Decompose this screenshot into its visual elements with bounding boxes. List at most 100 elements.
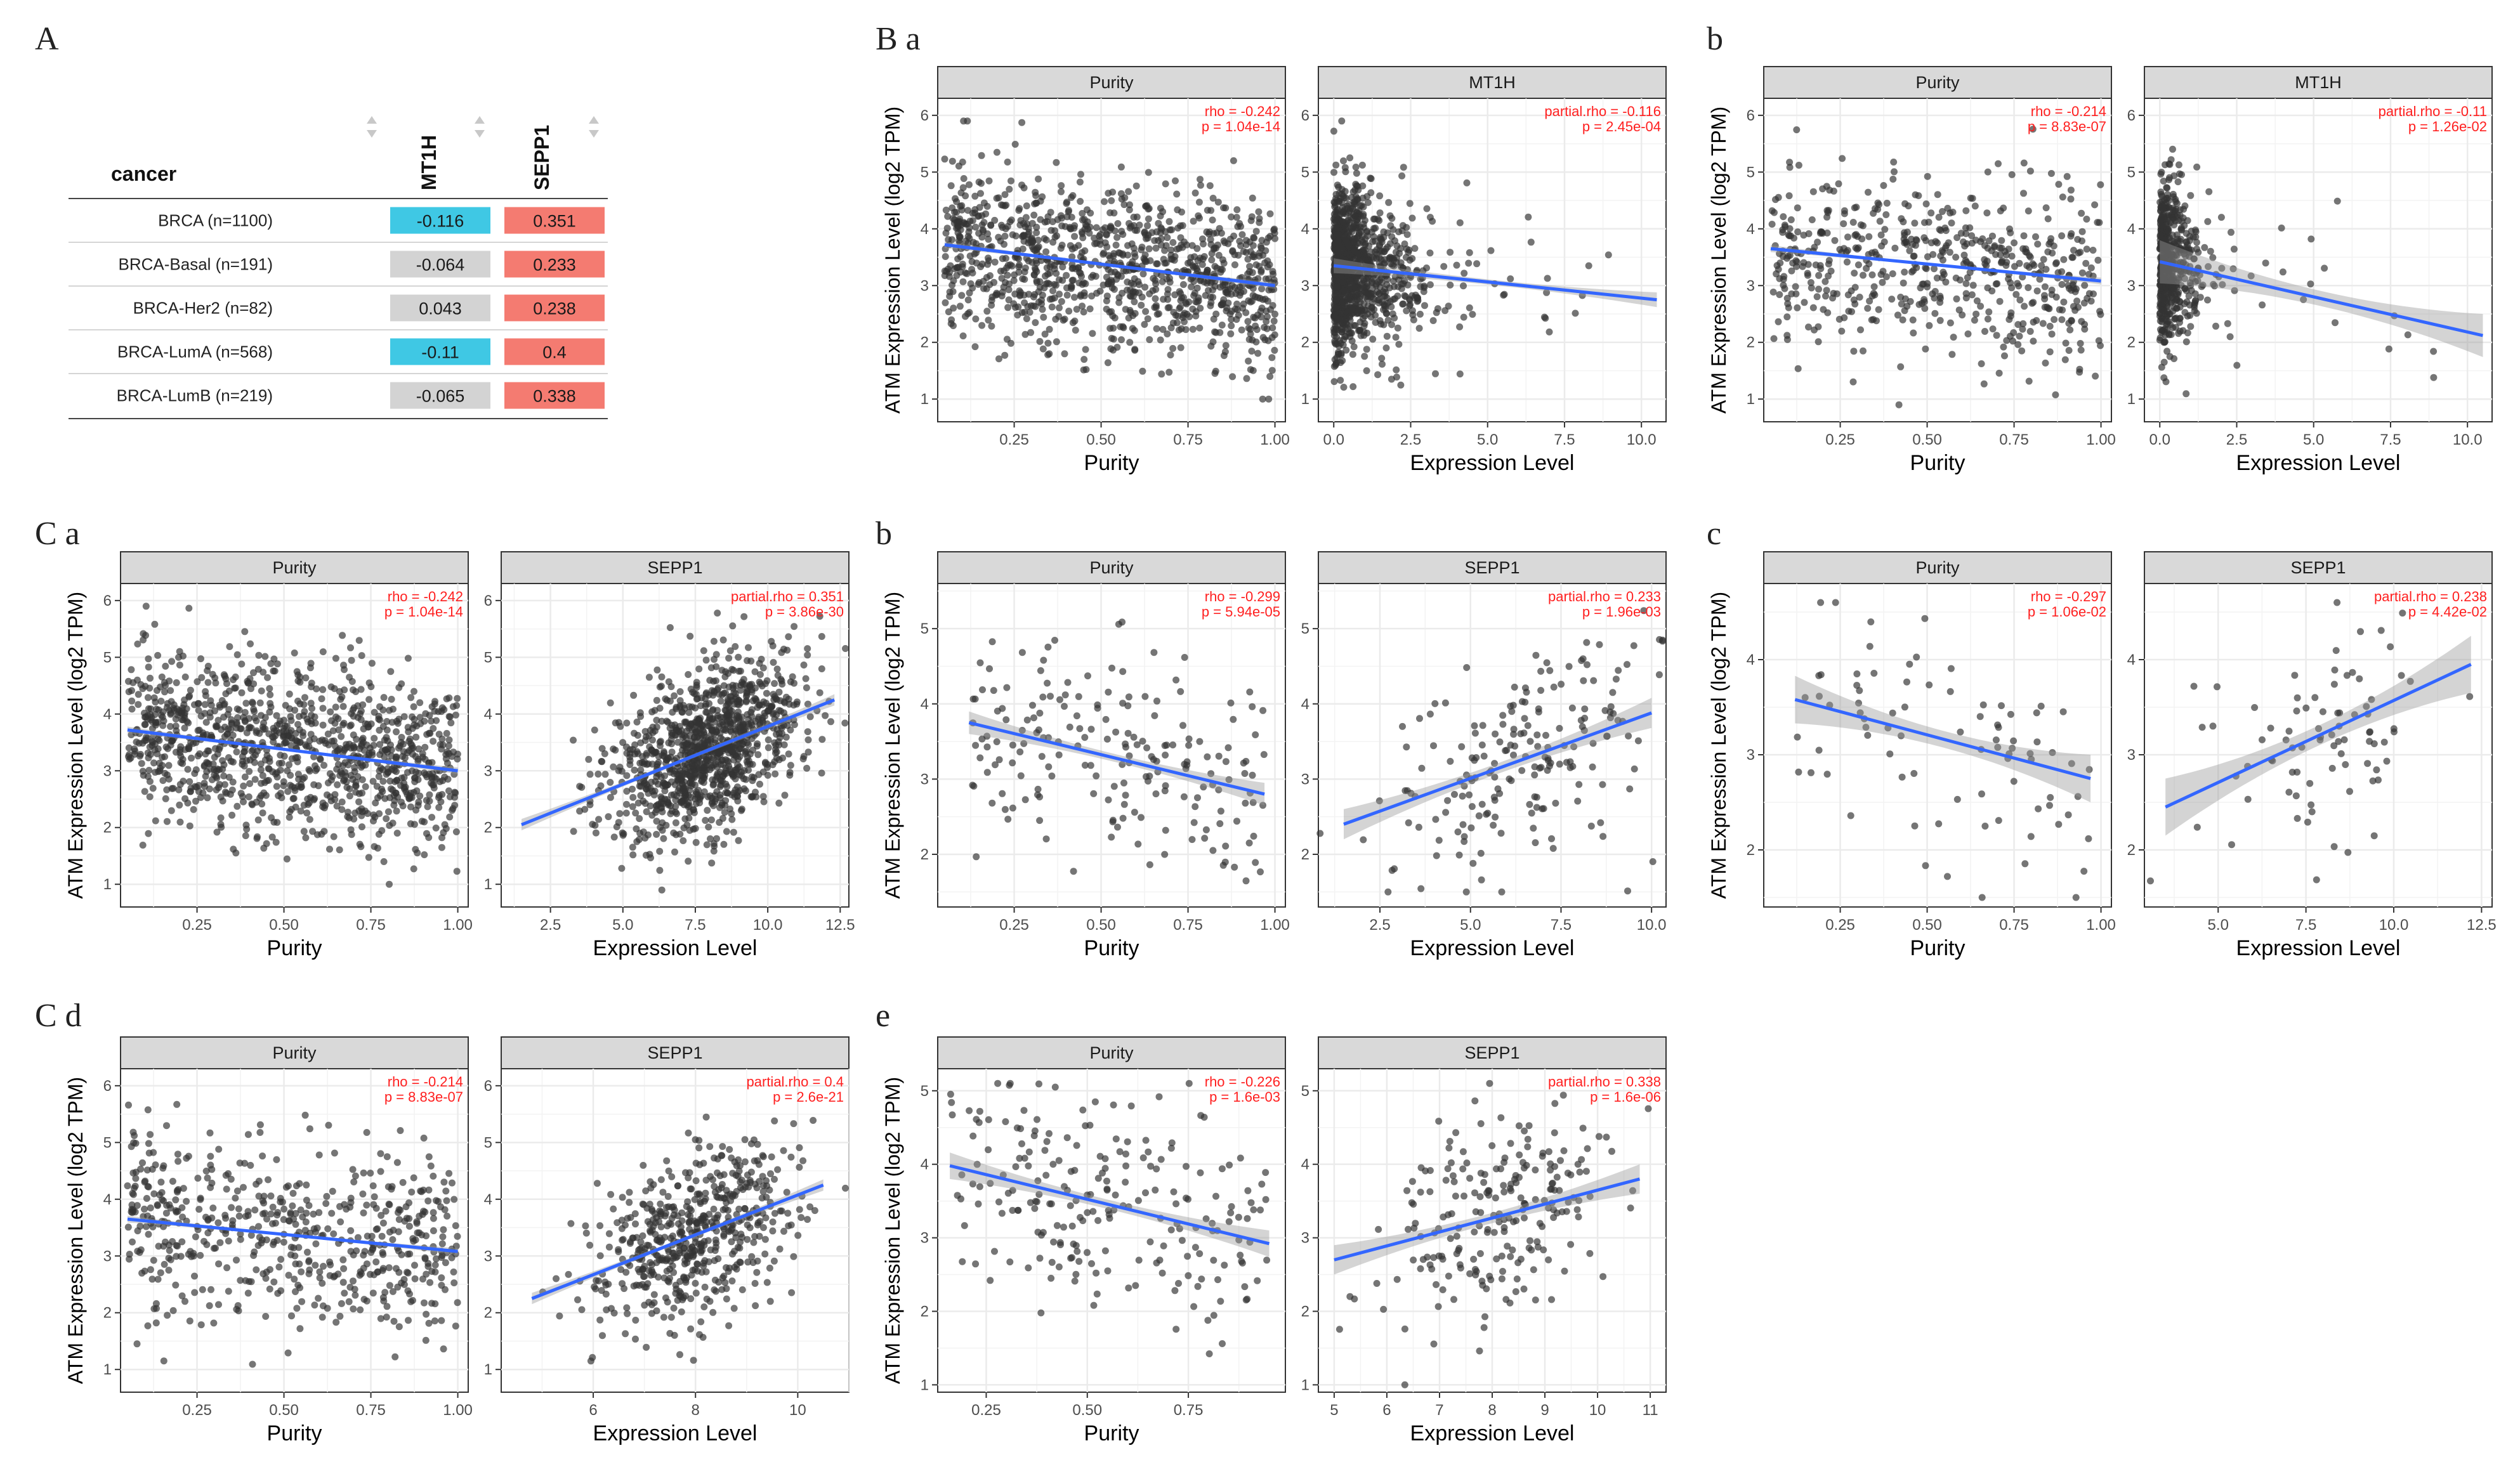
table-header-mt1h: MT1H: [417, 135, 440, 190]
data-point: [1249, 269, 1256, 277]
data-point: [1388, 303, 1395, 311]
data-point: [1021, 276, 1028, 283]
data-point: [445, 742, 452, 750]
data-point: [145, 830, 152, 837]
data-point: [1372, 318, 1379, 326]
data-point: [1124, 242, 1131, 249]
data-point: [2005, 275, 2012, 283]
cancer-cell: BRCA (n=1100): [158, 211, 273, 230]
data-point: [1838, 327, 1846, 335]
data-point: [2061, 356, 2069, 363]
data-point: [1813, 293, 1821, 301]
data-point: [204, 747, 211, 755]
data-point: [1899, 316, 1906, 323]
data-point: [1190, 218, 1197, 225]
y-tick-label: 1: [1747, 391, 1755, 408]
sepp1-cell-bg: [504, 251, 605, 278]
data-point: [359, 701, 367, 708]
data-point: [1944, 204, 1952, 212]
data-point: [163, 818, 171, 825]
data-point: [1400, 300, 1407, 308]
data-point: [376, 741, 384, 748]
sepp1-value: 0.351: [533, 212, 576, 231]
data-point: [1507, 275, 1514, 283]
data-point: [201, 783, 209, 790]
data-point: [962, 192, 969, 200]
data-point: [2167, 331, 2175, 338]
data-point: [239, 753, 246, 760]
data-point: [2067, 195, 2075, 203]
data-point: [1080, 356, 1088, 363]
data-point: [1262, 247, 1270, 254]
sort-icon[interactable]: [589, 116, 599, 138]
data-point: [246, 767, 253, 775]
data-point: [2025, 377, 2033, 385]
data-point: [2087, 297, 2095, 305]
data-point: [284, 788, 292, 795]
data-point: [284, 767, 291, 774]
data-point: [407, 694, 415, 701]
x-tick-label: 5.0: [1477, 431, 1498, 448]
sepp1-value: 0.4: [542, 343, 567, 362]
data-point: [294, 671, 302, 679]
x-tick-label: 2.5: [1400, 431, 1421, 448]
data-point: [258, 687, 265, 695]
data-point: [948, 316, 955, 323]
data-point: [2001, 352, 2008, 360]
data-point: [1222, 342, 1230, 349]
data-point: [1432, 370, 1439, 377]
data-point: [1405, 296, 1413, 303]
sort-icon[interactable]: [367, 116, 377, 138]
data-point: [2078, 209, 2085, 217]
data-point: [1414, 294, 1421, 301]
data-point: [570, 736, 577, 744]
data-point: [2025, 207, 2032, 215]
data-point: [1368, 228, 1375, 236]
data-point: [1900, 235, 1908, 243]
data-point: [438, 708, 445, 715]
data-point: [176, 801, 183, 809]
data-point: [260, 719, 267, 727]
data-point: [1167, 351, 1174, 359]
data-point: [1839, 155, 1846, 162]
data-point: [1429, 218, 1436, 225]
data-point: [391, 767, 398, 774]
data-point: [1070, 277, 1077, 284]
data-point: [379, 706, 387, 714]
data-point: [1900, 218, 1907, 226]
data-point: [1950, 334, 1957, 341]
data-point: [1104, 359, 1112, 367]
data-point: [1231, 261, 1238, 268]
data-point: [2078, 318, 2085, 325]
data-point: [454, 750, 461, 758]
data-point: [449, 805, 457, 812]
data-point: [313, 831, 321, 838]
pvalue-annotation: p = 1.26e-02: [2408, 119, 2487, 134]
data-point: [1351, 247, 1358, 255]
data-point: [2191, 297, 2199, 305]
data-point: [1189, 325, 1197, 333]
data-point: [1108, 197, 1115, 204]
data-point: [185, 604, 193, 612]
data-point: [355, 798, 363, 805]
data-point: [1971, 316, 1978, 324]
mt1h-value: -0.065: [416, 387, 465, 406]
data-point: [2074, 236, 2082, 243]
data-point: [1920, 234, 1928, 242]
data-point: [185, 745, 193, 753]
data-point: [347, 721, 355, 729]
data-point: [1370, 295, 1378, 303]
data-point: [276, 721, 283, 727]
data-point: [2020, 190, 2027, 197]
data-point: [1823, 207, 1831, 214]
sort-icon[interactable]: [475, 116, 485, 138]
data-point: [295, 776, 303, 783]
data-point: [1256, 263, 1263, 270]
data-point: [1993, 280, 2001, 287]
data-point: [1174, 312, 1181, 320]
data-point: [1243, 375, 1250, 382]
data-point: [226, 790, 234, 798]
data-point: [1053, 232, 1061, 240]
data-point: [1082, 346, 1089, 353]
data-point: [261, 653, 269, 660]
